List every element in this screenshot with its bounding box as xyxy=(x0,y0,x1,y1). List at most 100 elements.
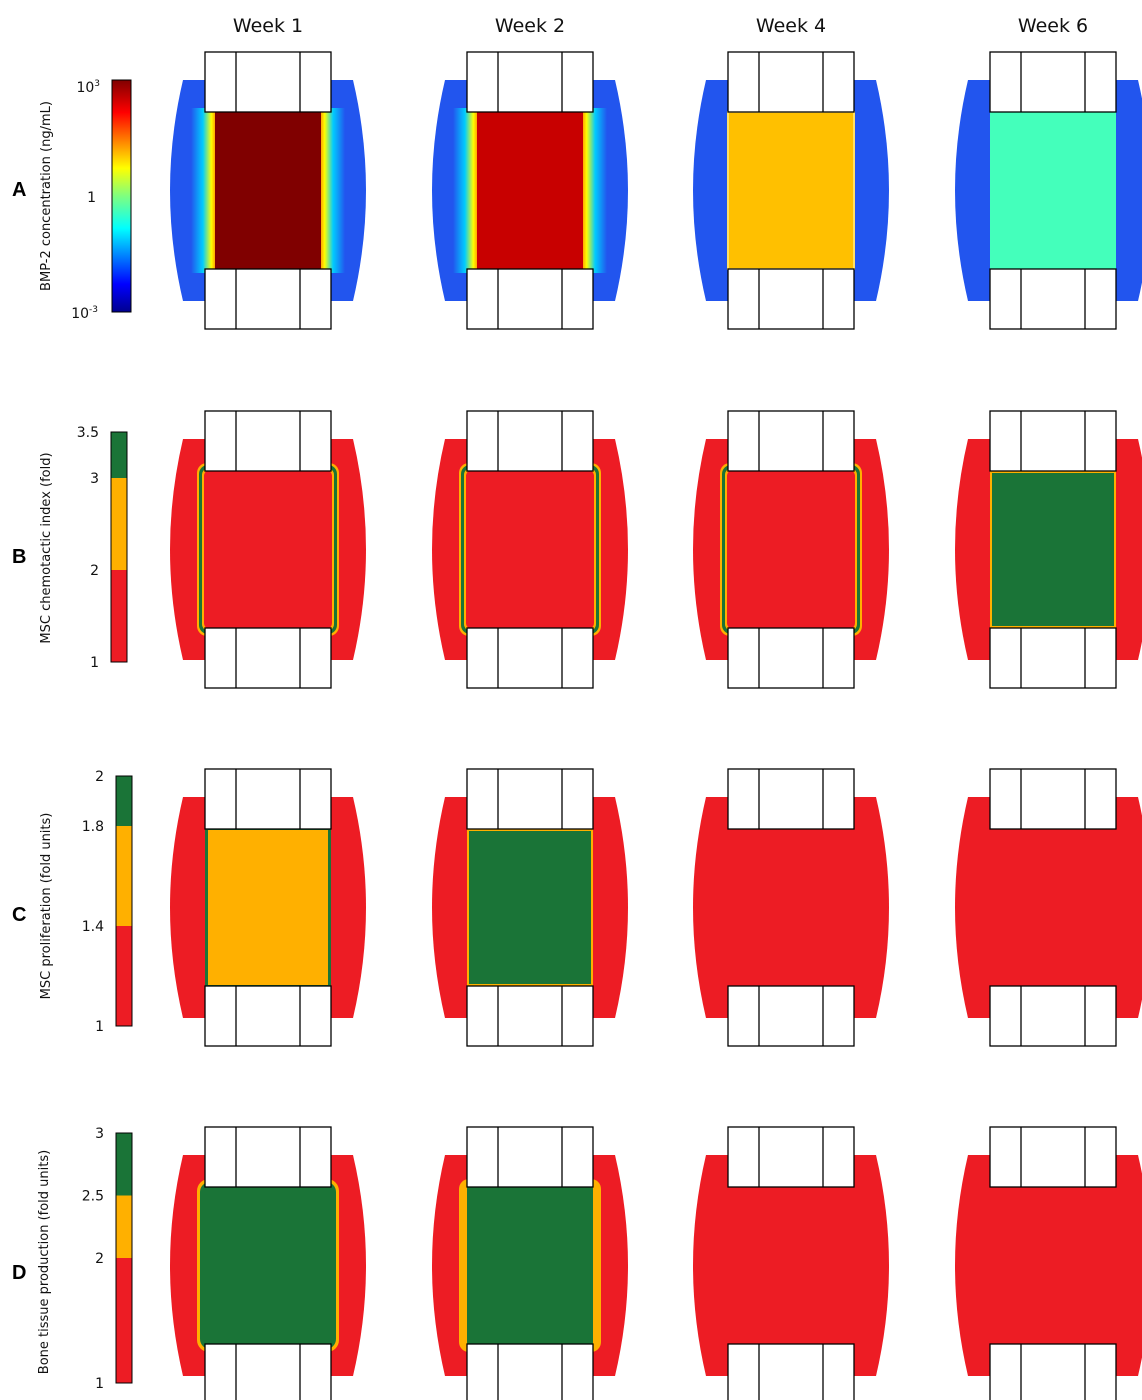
defect-core xyxy=(990,112,1116,269)
colorbar-tick-label: 3.5 xyxy=(77,425,99,441)
colorbar-frame xyxy=(115,1132,133,1384)
colorbar-b: MSC chemotactic index (fold) 3.5 3 2 1 xyxy=(39,425,128,671)
panel-d-1 xyxy=(170,1126,366,1400)
colorbar-band-orange xyxy=(116,826,132,926)
colorbar-b-title: MSC chemotactic index (fold) xyxy=(39,452,54,643)
fixator-bottom xyxy=(989,627,1117,689)
fixator-top xyxy=(466,51,594,113)
panel-a-3 xyxy=(693,51,889,330)
fixator-bottom xyxy=(204,627,332,689)
colorbar-band-red xyxy=(116,1258,132,1383)
fixator-top xyxy=(204,410,332,472)
column-header-week1: Week 1 xyxy=(233,15,303,37)
colorbar-c: MSC proliferation (fold units) 2 1.8 1.4 1 xyxy=(39,769,133,1035)
fixator-top xyxy=(204,768,332,830)
column-header-week6: Week 6 xyxy=(1018,15,1088,37)
fixator-bottom xyxy=(466,627,594,689)
fixator-bottom xyxy=(989,985,1117,1047)
panel-d-2 xyxy=(432,1126,628,1400)
fixator-bottom xyxy=(204,1343,332,1400)
colorbar-frame xyxy=(115,775,133,1027)
defect-core xyxy=(708,1187,874,1344)
defect-core xyxy=(728,112,854,269)
fixator-top xyxy=(727,1126,855,1188)
row-letter-c: C xyxy=(12,904,26,926)
colorbar-a: 103 1 10-3 BMP-2 concentration (ng/mL) xyxy=(39,79,132,322)
fixator-top xyxy=(204,51,332,113)
panel-d-3 xyxy=(693,1126,889,1400)
colorbar-a-title: BMP-2 concentration (ng/mL) xyxy=(39,101,54,291)
panel-a-1 xyxy=(170,51,366,330)
defect-core xyxy=(215,112,321,269)
panel-d-4 xyxy=(955,1126,1142,1400)
defect-core xyxy=(970,1187,1136,1344)
colorbar-band-green xyxy=(116,1133,132,1196)
defect-core xyxy=(204,470,332,629)
defect-core xyxy=(466,470,594,629)
fixator-bottom xyxy=(727,627,855,689)
defect-core xyxy=(970,829,1136,986)
fixator-bottom xyxy=(204,985,332,1047)
fixator-top xyxy=(466,410,594,472)
colorbar-band-orange xyxy=(111,478,127,570)
row-letter-d: D xyxy=(12,1262,26,1284)
defect-core xyxy=(467,1183,593,1348)
colorbar-tick-label: 1.8 xyxy=(82,819,104,835)
defect-core xyxy=(708,829,874,986)
fixator-bottom xyxy=(989,268,1117,330)
panel-c-1 xyxy=(170,768,366,1047)
fixator-top xyxy=(466,1126,594,1188)
column-header-week4: Week 4 xyxy=(756,15,826,37)
colorbar-a-tick-mid: 1 xyxy=(87,190,96,206)
fixator-bottom xyxy=(466,1343,594,1400)
colorbar-tick-label: 1 xyxy=(90,655,99,671)
colorbar-band-red xyxy=(116,926,132,1026)
fixator-top xyxy=(989,410,1117,472)
colorbar-frame xyxy=(110,431,128,663)
defect-core xyxy=(469,831,591,984)
colorbar-band-orange xyxy=(116,1195,132,1258)
colorbar-tick-label: 1 xyxy=(95,1019,104,1035)
column-headers: Week 1 Week 2 Week 4 Week 6 xyxy=(233,15,1088,37)
colorbar-tick-label: 1 xyxy=(95,1376,104,1392)
defect-core xyxy=(208,830,328,985)
colorbar-tick-label: 2 xyxy=(95,769,104,785)
colorbar-d: Bone tissue production (fold units) 3 2.5… xyxy=(37,1126,133,1392)
defect-core xyxy=(477,112,583,269)
panel-c-3 xyxy=(693,768,889,1047)
panel-c-2 xyxy=(432,768,628,1047)
colorbar-band-green xyxy=(116,776,132,826)
defect-core xyxy=(727,470,855,629)
colorbar-a-gradient xyxy=(111,79,132,313)
colorbar-band-green xyxy=(111,432,127,478)
row-letter-b: B xyxy=(12,546,26,568)
fixator-bottom xyxy=(727,985,855,1047)
colorbar-tick-label: 2.5 xyxy=(82,1189,104,1205)
fixator-bottom xyxy=(727,268,855,330)
fixator-top xyxy=(727,410,855,472)
panel-b-4 xyxy=(955,410,1142,689)
simulation-panels xyxy=(170,51,1142,1400)
fixator-bottom xyxy=(204,268,332,330)
fixator-top xyxy=(989,1126,1117,1188)
fixator-top xyxy=(989,51,1117,113)
colorbar-tick-label: 3 xyxy=(95,1126,104,1142)
colorbar-c-title: MSC proliferation (fold units) xyxy=(39,813,54,1000)
colorbar-d-title: Bone tissue production (fold units) xyxy=(37,1150,52,1374)
fixator-bottom xyxy=(466,985,594,1047)
fixator-top xyxy=(989,768,1117,830)
defect-core xyxy=(200,1182,336,1349)
fixator-top xyxy=(204,1126,332,1188)
fixator-top xyxy=(727,51,855,113)
column-header-week2: Week 2 xyxy=(495,15,565,37)
panel-b-2 xyxy=(432,410,628,689)
colorbar-tick-label: 1.4 xyxy=(82,919,104,935)
colorbar-tick-label: 2 xyxy=(90,563,99,579)
fixator-bottom xyxy=(989,1343,1117,1400)
panel-b-3 xyxy=(693,410,889,689)
panel-a-4 xyxy=(955,51,1142,330)
fixator-bottom xyxy=(727,1343,855,1400)
colorbar-a-tick-top: 103 xyxy=(76,79,100,96)
fixator-top xyxy=(466,768,594,830)
